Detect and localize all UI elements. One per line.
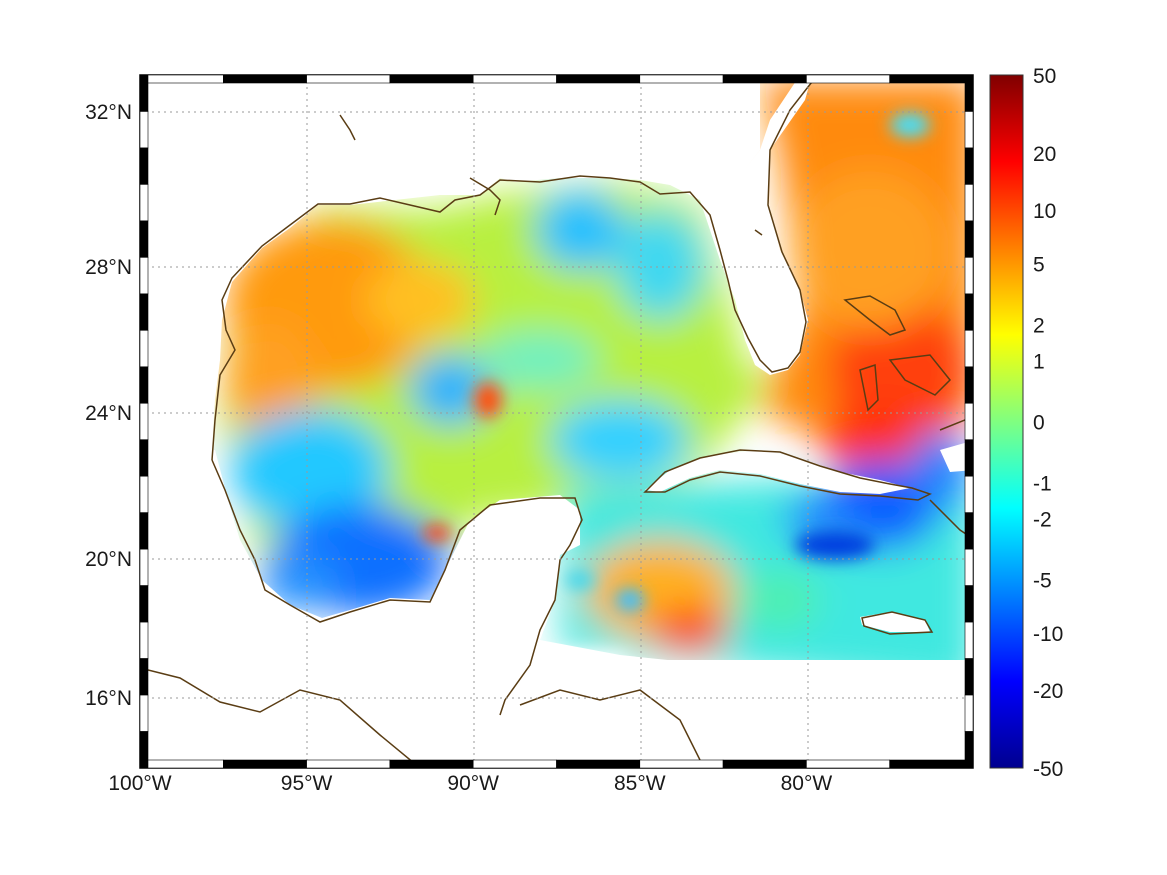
y-tick-label: 20°N bbox=[85, 548, 132, 571]
frame-segment bbox=[964, 257, 974, 295]
frame-segment bbox=[139, 759, 224, 769]
frame-segment bbox=[472, 759, 557, 769]
colorbar-tick-label: 2 bbox=[1033, 315, 1045, 338]
frame-segment bbox=[964, 293, 974, 331]
y-axis-ticks: 32°N 28°N 24°N 20°N 16°N bbox=[85, 101, 132, 710]
frame-segment bbox=[639, 759, 724, 769]
frame-segment bbox=[139, 621, 149, 659]
y-tick-label: 28°N bbox=[85, 256, 132, 279]
colorbar-tick-label: -2 bbox=[1033, 508, 1052, 531]
frame-segment bbox=[964, 402, 974, 441]
frame-segment bbox=[964, 184, 974, 222]
land-mask bbox=[140, 75, 973, 768]
colorbar-tick-label: 20 bbox=[1033, 143, 1056, 166]
frame-segment bbox=[139, 220, 149, 258]
frame-segment bbox=[806, 759, 891, 769]
frame-segment bbox=[139, 74, 149, 112]
frame-segment bbox=[139, 184, 149, 222]
frame-segment bbox=[964, 694, 974, 732]
colorbar-tick-label: -20 bbox=[1033, 680, 1063, 703]
frame-segment bbox=[139, 694, 149, 732]
map-grid bbox=[140, 75, 973, 768]
frame-segment bbox=[964, 147, 974, 185]
x-tick-label: 100°W bbox=[108, 772, 171, 795]
frame-segment bbox=[306, 759, 391, 769]
frame-segment bbox=[139, 439, 149, 477]
frame-segment bbox=[964, 475, 974, 513]
colorbar-tick-label: 50 bbox=[1033, 65, 1056, 88]
colorbar-tick-label: 0 bbox=[1033, 412, 1045, 435]
frame-segment bbox=[806, 74, 891, 84]
frame-segment bbox=[889, 759, 974, 769]
coastlines bbox=[140, 77, 973, 768]
frame-segment bbox=[964, 621, 974, 659]
frame-segment bbox=[556, 74, 641, 84]
frame-segment bbox=[389, 74, 474, 84]
frame-segment bbox=[964, 585, 974, 623]
frame-segment bbox=[139, 366, 149, 404]
x-axis-ticks: 100°W 95°W 90°W 85°W 80°W bbox=[108, 772, 832, 795]
colorbar-tick-label: 10 bbox=[1033, 200, 1056, 223]
frame-segment bbox=[964, 330, 974, 368]
frame-segment bbox=[556, 759, 641, 769]
frame-segment bbox=[139, 475, 149, 513]
frame-segment bbox=[139, 548, 149, 586]
frame-segment bbox=[139, 293, 149, 331]
frame-segment bbox=[139, 330, 149, 368]
frame-segment bbox=[964, 366, 974, 404]
frame-segment bbox=[139, 585, 149, 623]
frame-segment bbox=[964, 731, 974, 769]
frame-segment bbox=[223, 759, 307, 769]
frame-segment bbox=[964, 220, 974, 258]
frame-segment bbox=[639, 74, 724, 84]
anomaly-field bbox=[220, 80, 973, 690]
colorbar-tick-label: 1 bbox=[1033, 350, 1045, 373]
x-tick-label: 80°W bbox=[781, 772, 833, 795]
frame-segment bbox=[389, 759, 474, 769]
map-frame bbox=[139, 74, 974, 769]
frame-segment bbox=[964, 658, 974, 696]
frame-segment bbox=[889, 74, 974, 84]
colorbar-tick-label: -10 bbox=[1033, 623, 1063, 646]
frame-segment bbox=[964, 548, 974, 586]
frame-segment bbox=[223, 74, 307, 84]
frame-segment bbox=[964, 439, 974, 477]
colorbar-tick-label: 5 bbox=[1033, 254, 1045, 277]
colorbar-tick-label: -5 bbox=[1033, 569, 1052, 592]
frame-segment bbox=[139, 731, 149, 769]
frame-segment bbox=[139, 111, 149, 149]
colorbar-tick-label: -50 bbox=[1033, 758, 1063, 781]
frame-segment bbox=[139, 74, 224, 84]
frame-segment bbox=[139, 512, 149, 550]
frame-segment bbox=[964, 512, 974, 550]
frame-segment bbox=[964, 74, 974, 112]
colorbar-tick-label: -1 bbox=[1033, 473, 1052, 496]
frame-segment bbox=[964, 111, 974, 149]
y-tick-label: 16°N bbox=[85, 687, 132, 710]
frame-segment bbox=[139, 147, 149, 185]
frame-segment bbox=[472, 74, 557, 84]
x-tick-label: 85°W bbox=[614, 772, 666, 795]
frame-segment bbox=[139, 658, 149, 696]
y-tick-label: 32°N bbox=[85, 101, 132, 124]
colorbar-bar bbox=[989, 74, 1024, 769]
frame-segment bbox=[722, 759, 807, 769]
map-plot-area bbox=[140, 75, 973, 768]
frame-segment bbox=[722, 74, 807, 84]
frame-segment bbox=[139, 257, 149, 295]
x-tick-label: 90°W bbox=[447, 772, 499, 795]
frame-segment bbox=[139, 402, 149, 441]
x-tick-label: 95°W bbox=[281, 772, 333, 795]
y-tick-label: 24°N bbox=[85, 402, 132, 425]
frame-segment bbox=[306, 74, 391, 84]
